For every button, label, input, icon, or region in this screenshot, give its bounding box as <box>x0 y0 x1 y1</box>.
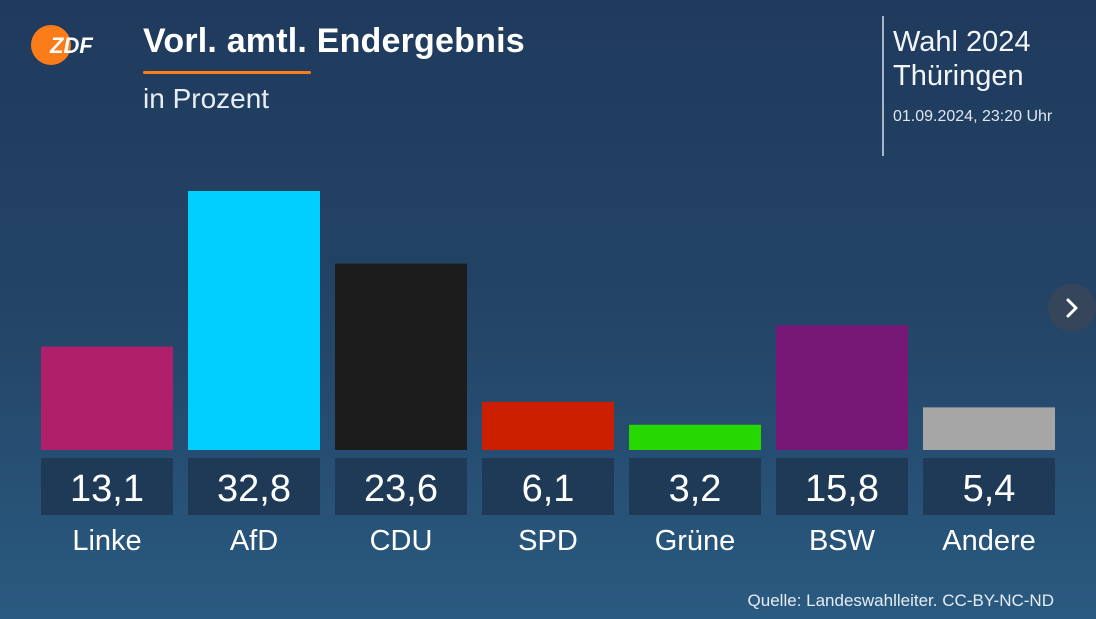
zdf-logo: ZDF <box>30 24 106 66</box>
value-label-box <box>482 458 614 515</box>
bar-0 <box>41 346 173 450</box>
value-label: 3,2 <box>669 468 722 510</box>
value-label: 15,8 <box>805 468 879 510</box>
bar-4 <box>629 424 761 450</box>
election-region: Thüringen <box>893 60 1024 92</box>
bar-5 <box>776 325 908 450</box>
bar-1 <box>188 191 320 450</box>
election-name: Wahl 2024 <box>893 26 1031 58</box>
value-label-box <box>335 458 467 515</box>
value-label: 5,4 <box>963 468 1016 510</box>
bar-3 <box>482 401 614 450</box>
value-label: 6,1 <box>522 468 575 510</box>
bar-2 <box>335 263 467 450</box>
category-label: Andere <box>942 525 1036 557</box>
value-label: 32,8 <box>217 468 291 510</box>
category-label: AfD <box>230 525 278 557</box>
category-label: Grüne <box>655 525 736 557</box>
bar-6 <box>923 407 1055 450</box>
header-divider <box>882 16 884 156</box>
title-underline <box>143 71 311 74</box>
chart-subtitle: in Prozent <box>143 83 270 114</box>
value-label: 13,1 <box>70 468 144 510</box>
chart-title: Vorl. amtl. Endergebnis <box>143 22 525 60</box>
category-label: CDU <box>370 525 433 557</box>
value-label-box <box>188 458 320 515</box>
value-label-box <box>923 458 1055 515</box>
source-note: Quelle: Landeswahlleiter. CC-BY-NC-ND <box>747 591 1054 610</box>
svg-text:ZDF: ZDF <box>49 33 93 58</box>
value-label-box <box>776 458 908 515</box>
chevron-right-icon <box>1066 298 1078 318</box>
next-slide-button[interactable] <box>1048 284 1096 332</box>
category-label: SPD <box>518 525 578 557</box>
value-label: 23,6 <box>364 468 438 510</box>
election-timestamp: 01.09.2024, 23:20 Uhr <box>893 108 1053 125</box>
election-title: Wahl 2024 Thüringen <box>893 25 1031 93</box>
category-label: Linke <box>72 525 141 557</box>
category-label: BSW <box>809 525 876 557</box>
value-label-box <box>41 458 173 515</box>
value-label-box <box>629 458 761 515</box>
